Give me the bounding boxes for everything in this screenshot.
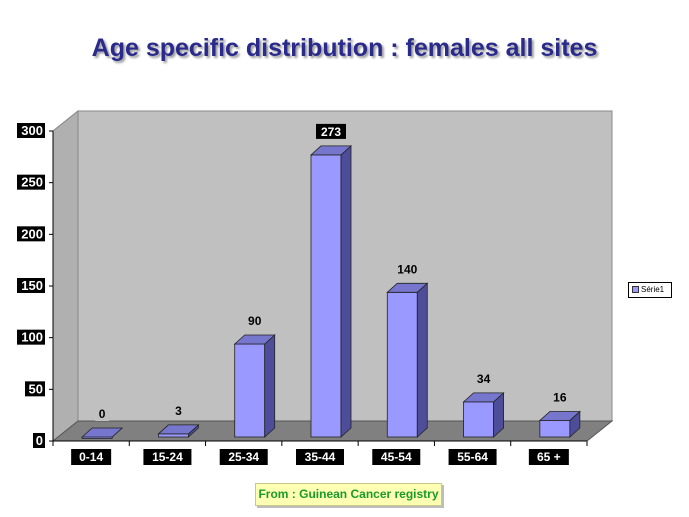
bar-65- [538, 410, 581, 438]
data-label-bg [95, 406, 110, 421]
data-label-bg [472, 370, 495, 386]
x-tick-label: 65 + [537, 450, 561, 464]
y-tick-label: 300 [21, 123, 43, 138]
data-labels: 0 3 90 273 140 34 16 [95, 123, 571, 421]
bar-side [264, 334, 276, 438]
bar-25-34 [233, 334, 276, 438]
bar-15-24 [157, 424, 200, 438]
data-label: 16 [553, 390, 567, 404]
y-tick-label-bg [17, 123, 45, 138]
bar-top [81, 427, 124, 438]
bar-front [386, 291, 418, 438]
x-axis-tick-labels: 0-14 15-24 25-34 35-44 45-54 55-64 65 + [52, 441, 588, 465]
bar-top [462, 392, 505, 403]
x-tick-label-bg [448, 449, 497, 465]
data-label-bg [171, 402, 186, 418]
bar-front [234, 343, 266, 438]
y-tick-label-bg [33, 433, 45, 448]
bar-35-44 [309, 145, 353, 438]
x-tick-label-bg [71, 449, 112, 465]
y-tick-label: 0 [36, 433, 43, 448]
bar-top [233, 334, 276, 345]
data-label-bg [243, 313, 266, 328]
chart-bars [81, 145, 581, 439]
x-tick-label: 0-14 [79, 450, 103, 464]
data-label: 140 [397, 262, 417, 276]
data-label: 273 [321, 125, 341, 139]
y-axis-tick-labels: 0 50 100 150 200 250 300 [17, 123, 53, 448]
y-tick-label: 250 [21, 175, 43, 190]
y-tick-label-bg [17, 278, 45, 293]
x-tick-label-bg [372, 449, 421, 465]
source-note: From : Guinean Cancer registry [255, 483, 442, 506]
legend-label: Série1 [641, 285, 665, 294]
bar-side [340, 145, 352, 438]
y-tick-label: 50 [29, 381, 43, 396]
data-label-bg [548, 389, 571, 405]
legend-swatch [632, 286, 639, 294]
data-label: 3 [175, 404, 182, 418]
bar-front [158, 433, 189, 438]
bar-55-64 [462, 391, 505, 438]
data-label: 34 [477, 372, 491, 386]
y-tick-label-bg [17, 329, 45, 345]
x-tick-label-bg [143, 449, 192, 465]
legend: Série1 [628, 282, 672, 298]
y-tick-label: 100 [21, 330, 43, 345]
bar-front [463, 401, 494, 438]
y-tick-label-bg [25, 381, 45, 397]
y-tick-label-bg [17, 174, 45, 190]
x-tick-label-bg [296, 449, 344, 465]
bar-45-54 [386, 282, 429, 438]
x-tick-label: 35-44 [305, 450, 336, 464]
bar-0-14 [81, 427, 124, 439]
y-tick-label-bg [17, 226, 45, 242]
side-wall [52, 109, 79, 443]
bar-front [310, 154, 342, 438]
data-label-bg [316, 123, 346, 139]
bar-top [386, 282, 429, 293]
y-tick-label: 200 [21, 226, 43, 241]
data-label-bg [392, 261, 423, 277]
bar-front [539, 420, 571, 438]
data-label: 90 [248, 314, 262, 328]
bar-top [538, 411, 581, 421]
data-label: 0 [99, 407, 106, 421]
x-tick-label: 25-34 [228, 450, 259, 464]
x-tick-label-bg [219, 449, 268, 465]
x-tick-label: 55-64 [457, 450, 488, 464]
bar-top [157, 424, 200, 435]
x-tick-label: 45-54 [381, 450, 412, 464]
y-tick-label: 150 [21, 278, 43, 293]
bar-top [309, 145, 353, 156]
chart-title: Age specific distribution : females all … [91, 34, 598, 62]
bar-side [416, 282, 428, 438]
x-tick-label-bg [528, 449, 569, 465]
x-tick-label: 15-24 [152, 450, 183, 464]
